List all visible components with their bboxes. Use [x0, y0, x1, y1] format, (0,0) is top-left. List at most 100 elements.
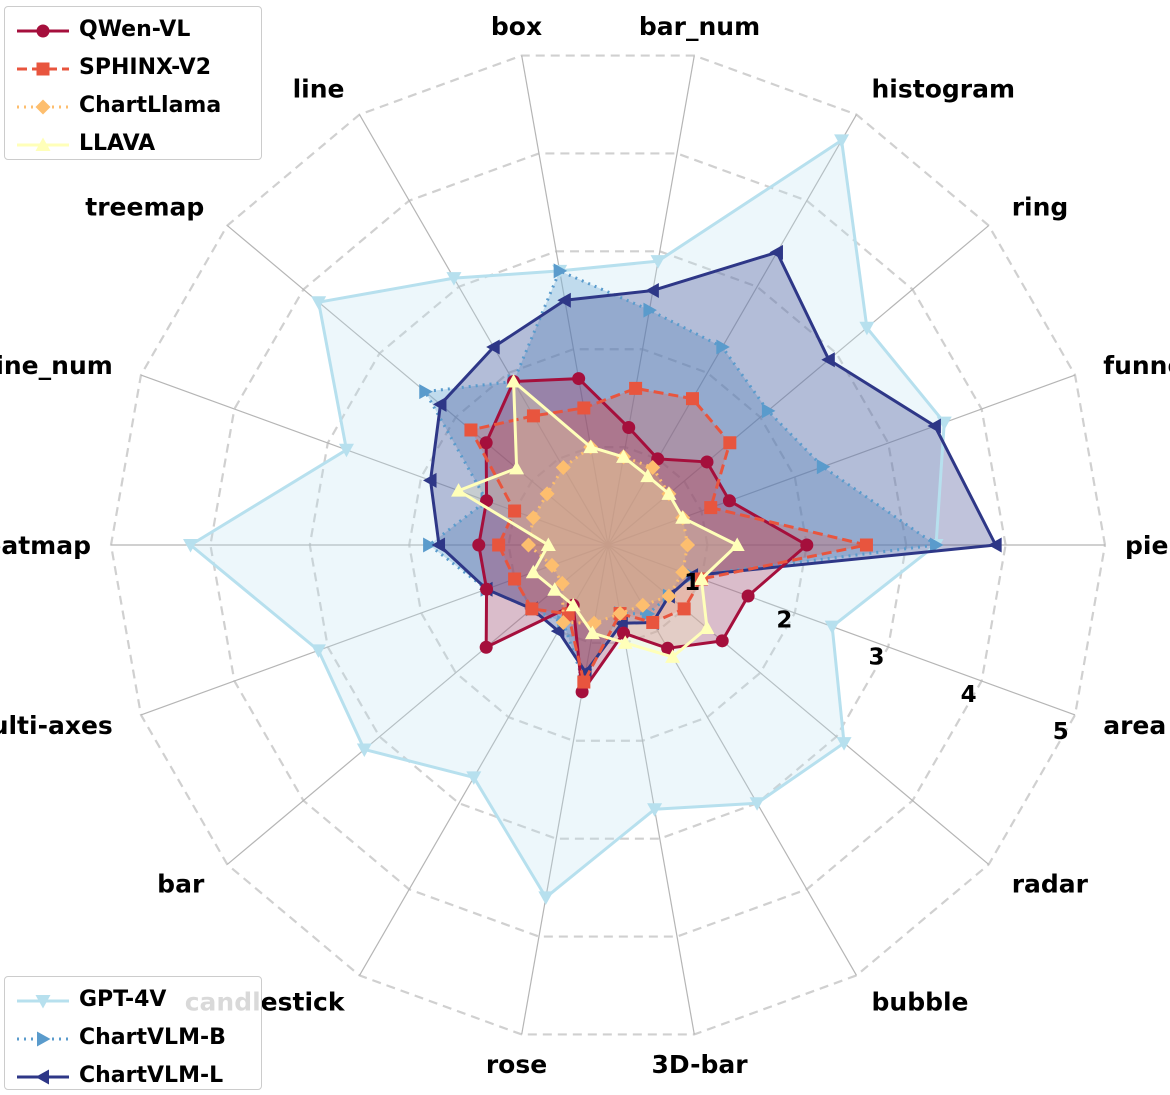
category-label-radar: radar	[1012, 870, 1089, 899]
legend-swatch-sphinx-v2	[17, 62, 69, 76]
category-label-3d-bar: 3D-bar	[651, 1050, 748, 1079]
point-gpt-4v-line-num	[338, 443, 354, 458]
point-chartvlm-l-box	[557, 292, 571, 308]
point-chartvlm-b-ring	[761, 403, 776, 419]
point-qwen-vl-funnel	[722, 494, 736, 508]
point-chartvlm-b-box	[553, 263, 568, 279]
point-sphinx-v2-line	[526, 409, 540, 423]
point-chartvlm-b-heatmap	[423, 537, 437, 553]
point-chartvlm-l-line	[486, 339, 500, 355]
point-sphinx-v2-funnel	[704, 501, 718, 515]
point-sphinx-v2-rose	[577, 675, 591, 689]
point-chartllama-rose	[586, 615, 602, 631]
category-label-rose: rose	[486, 1050, 547, 1079]
legend-marker-chartvlm-l	[35, 1069, 49, 1085]
point-qwen-vl-multi-axes	[480, 582, 494, 596]
radial-tick-3: 3	[868, 645, 884, 671]
point-llava-histogram	[640, 468, 656, 483]
point-qwen-vl-ring	[700, 455, 714, 469]
series-lines	[183, 134, 1002, 905]
point-chartllama-heatmap	[520, 537, 536, 553]
point-sphinx-v2-bar	[525, 602, 539, 616]
spoke-bar	[226, 544, 609, 865]
legend-marker-llava	[35, 137, 51, 151]
legend-marker-chartvlm-b	[37, 1031, 51, 1047]
point-gpt-4v-3d-bar	[647, 803, 663, 817]
point-sphinx-v2-box	[577, 401, 591, 415]
point-gpt-4v-rose	[538, 891, 554, 905]
series-fill-qwen-vl	[478, 378, 807, 692]
legend-item-qwen-vl: QWen-VL	[5, 13, 261, 49]
point-chartvlm-b-funnel	[816, 459, 831, 475]
point-chartllama-radar	[661, 588, 677, 604]
point-chartllama-treemap	[539, 486, 555, 502]
point-qwen-vl-box	[572, 372, 586, 386]
series-fill-chartllama	[528, 447, 688, 624]
legend-item-chartllama: ChartLlama	[5, 89, 261, 125]
point-chartvlm-l-area	[684, 568, 699, 584]
point-llava-ring	[661, 486, 677, 500]
legend-swatch-qwen-vl	[17, 24, 69, 38]
series-fill-chartvlm-b	[425, 270, 937, 683]
point-chartllama-pie	[680, 537, 696, 553]
point-chartvlm-l-line-num	[423, 472, 437, 488]
category-label-bubble: bubble	[872, 987, 969, 1016]
point-gpt-4v-bubble	[749, 797, 765, 811]
point-qwen-vl-bubble	[661, 641, 675, 655]
point-gpt-4v-line	[446, 272, 462, 286]
category-label-heatmap: heatmap	[0, 531, 91, 560]
legend-swatch-chartvlm-b	[17, 1031, 69, 1047]
point-llava-area	[693, 571, 709, 585]
point-gpt-4v-treemap	[311, 296, 327, 310]
point-qwen-vl-treemap	[479, 436, 493, 450]
point-qwen-vl-rose	[575, 685, 589, 699]
point-gpt-4v-bar-num	[650, 255, 666, 269]
point-qwen-vl-area	[741, 589, 755, 603]
point-chartvlm-l-ring	[821, 352, 835, 368]
point-gpt-4v-histogram	[834, 134, 850, 148]
point-llava-bar	[547, 582, 563, 596]
legend-label-chartllama: ChartLlama	[79, 93, 222, 118]
point-llava-bar-num	[616, 449, 632, 463]
series-fill-llava	[458, 381, 738, 657]
category-label-ring: ring	[1012, 192, 1069, 221]
category-label-treemap: treemap	[85, 192, 204, 221]
point-llava-funnel	[675, 510, 691, 524]
point-llava-candlestick	[565, 597, 581, 612]
point-llava-rose	[584, 625, 600, 640]
legend-item-chartvlm-b: ChartVLM-B	[5, 1021, 261, 1057]
legend-upper-left: QWen-VL SPHINX-V2 ChartLlama LLAVA	[4, 6, 262, 160]
point-gpt-4v-heatmap	[183, 539, 199, 553]
legend-marker-sphinx-v2	[36, 62, 50, 76]
point-chartvlm-b-bar-num	[643, 302, 657, 318]
legend-label-qwen-vl: QWen-VL	[79, 17, 191, 42]
category-label-histogram: histogram	[872, 75, 1016, 104]
legend-marker-qwen-vl	[36, 24, 50, 38]
radial-tick-4: 4	[961, 682, 977, 708]
point-qwen-vl-bar-num	[622, 421, 636, 435]
point-gpt-4v-radar	[836, 737, 852, 751]
radial-tick-5: 5	[1053, 719, 1069, 745]
series-fill-gpt-4v	[190, 140, 945, 898]
legend-label-sphinx-v2: SPHINX-V2	[79, 55, 212, 80]
legend-label-gpt-4v: GPT-4V	[79, 987, 167, 1012]
point-chartvlm-b-treemap	[419, 384, 433, 400]
legend-marker-gpt-4v	[35, 995, 51, 1009]
category-label-multi-axes: multi-axes	[0, 711, 113, 740]
category-label-area: area	[1103, 711, 1166, 740]
point-sphinx-v2-radar	[677, 602, 691, 616]
legend-item-llava: LLAVA	[5, 127, 261, 163]
point-chartllama-bar	[554, 575, 570, 591]
legend-item-chartvlm-l: ChartVLM-L	[5, 1059, 261, 1095]
category-label-line-num: line_num	[0, 351, 113, 380]
point-llava-treemap	[509, 460, 525, 475]
legend-lower-left: GPT-4V ChartVLM-B ChartVLM-L	[4, 976, 262, 1090]
point-chartvlm-l-funnel	[927, 418, 941, 434]
point-qwen-vl-pie	[800, 538, 814, 552]
legend-item-gpt-4v: GPT-4V	[5, 983, 261, 1019]
point-qwen-vl-heatmap	[472, 538, 486, 552]
legend-label-chartvlm-b: ChartVLM-B	[79, 1025, 226, 1050]
category-label-line: line	[293, 75, 345, 104]
category-label-pie: pie	[1125, 531, 1168, 560]
